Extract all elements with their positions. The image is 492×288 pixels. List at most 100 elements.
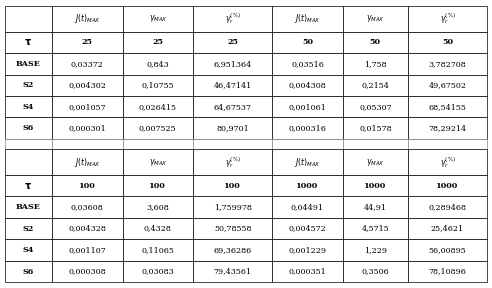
Text: 25: 25 [153, 38, 163, 46]
Text: $\mathit{J}(\mathit{t})_{\mathit{MAX}}$: $\mathit{J}(\mathit{t})_{\mathit{MAX}}$ [294, 12, 321, 25]
Bar [408, 196, 487, 218]
Text: 0,11065: 0,11065 [141, 246, 174, 254]
Bar [343, 261, 408, 282]
Text: 3,782708: 3,782708 [429, 60, 466, 68]
Text: 1,229: 1,229 [364, 246, 387, 254]
Bar [343, 118, 408, 139]
Text: BASE: BASE [16, 203, 41, 211]
Text: 100: 100 [224, 182, 241, 190]
Bar [272, 139, 343, 149]
Text: $\mathit{\gamma}_{\mathit{MAX}}$: $\mathit{\gamma}_{\mathit{MAX}}$ [366, 157, 385, 168]
Text: $\mathit{J}(\mathit{t})_{\mathit{MAX}}$: $\mathit{J}(\mathit{t})_{\mathit{MAX}}$ [294, 156, 321, 168]
Bar [193, 32, 272, 53]
Text: 50: 50 [302, 38, 313, 46]
Text: S6: S6 [23, 124, 34, 132]
Text: 3,608: 3,608 [147, 203, 169, 211]
Text: 0,10755: 0,10755 [142, 81, 174, 89]
Text: 50: 50 [442, 38, 453, 46]
Bar [272, 32, 343, 53]
Text: $\mathit{J}(\mathit{t})_{\mathit{MAX}}$: $\mathit{J}(\mathit{t})_{\mathit{MAX}}$ [74, 156, 100, 168]
Text: 68,54155: 68,54155 [429, 103, 466, 111]
Bar [5, 32, 52, 53]
Text: 0,4328: 0,4328 [144, 225, 172, 233]
Bar [193, 218, 272, 239]
Bar [123, 75, 193, 96]
Bar [408, 6, 487, 32]
Text: BASE: BASE [16, 60, 41, 68]
Bar [123, 175, 193, 196]
Text: 56,00895: 56,00895 [429, 246, 466, 254]
Bar [52, 239, 123, 261]
Bar [123, 218, 193, 239]
Text: 0,004308: 0,004308 [289, 81, 326, 89]
Bar [5, 218, 52, 239]
Bar [408, 218, 487, 239]
Text: 0,000316: 0,000316 [288, 124, 326, 132]
Bar [272, 149, 343, 175]
Text: 0,2154: 0,2154 [362, 81, 389, 89]
Bar [272, 239, 343, 261]
Text: $\mathit{\gamma}_{\mathit{MAX}}$: $\mathit{\gamma}_{\mathit{MAX}}$ [149, 13, 167, 24]
Text: 78,29214: 78,29214 [429, 124, 466, 132]
Text: 50: 50 [370, 38, 381, 46]
Text: 80,9701: 80,9701 [216, 124, 249, 132]
Bar [408, 53, 487, 75]
Text: $\mathit{\gamma}_{\mathit{MAX}}$: $\mathit{\gamma}_{\mathit{MAX}}$ [149, 157, 167, 168]
Bar [193, 196, 272, 218]
Text: 1000: 1000 [296, 182, 319, 190]
Text: 0,007525: 0,007525 [139, 124, 177, 132]
Text: 50,78558: 50,78558 [214, 225, 251, 233]
Bar [272, 175, 343, 196]
Bar [5, 118, 52, 139]
Bar [272, 75, 343, 96]
Bar [5, 75, 52, 96]
Bar [408, 32, 487, 53]
Bar [193, 96, 272, 118]
Bar [5, 239, 52, 261]
Bar [123, 196, 193, 218]
Bar [123, 239, 193, 261]
Bar [343, 32, 408, 53]
Bar [123, 118, 193, 139]
Bar [52, 175, 123, 196]
Bar [193, 75, 272, 96]
Text: 0,001061: 0,001061 [288, 103, 326, 111]
Bar [272, 118, 343, 139]
Text: S2: S2 [23, 81, 34, 89]
Text: $\mathit{\gamma}_{\mathit{r}}^{(\%)}$: $\mathit{\gamma}_{\mathit{r}}^{(\%)}$ [440, 155, 456, 170]
Text: S4: S4 [23, 103, 34, 111]
Text: 0,04491: 0,04491 [291, 203, 324, 211]
Bar [5, 6, 52, 32]
Text: 100: 100 [150, 182, 166, 190]
Bar [52, 149, 123, 175]
Bar [52, 53, 123, 75]
Bar [52, 118, 123, 139]
Text: 0,3506: 0,3506 [362, 268, 389, 276]
Text: 0,001229: 0,001229 [288, 246, 327, 254]
Bar [52, 261, 123, 282]
Text: 78,10896: 78,10896 [429, 268, 466, 276]
Bar [52, 6, 123, 32]
Text: 0,026415: 0,026415 [139, 103, 177, 111]
Bar [5, 96, 52, 118]
Bar [52, 75, 123, 96]
Bar [272, 53, 343, 75]
Text: S6: S6 [23, 268, 34, 276]
Text: 0,001107: 0,001107 [68, 246, 106, 254]
Bar [343, 175, 408, 196]
Text: 4,5715: 4,5715 [362, 225, 389, 233]
Bar [408, 239, 487, 261]
Text: 79,43561: 79,43561 [214, 268, 252, 276]
Text: S4: S4 [23, 246, 34, 254]
Bar [52, 32, 123, 53]
Text: 0,000351: 0,000351 [289, 268, 326, 276]
Bar [193, 261, 272, 282]
Bar [193, 6, 272, 32]
Bar [123, 6, 193, 32]
Bar [193, 239, 272, 261]
Bar [5, 149, 52, 175]
Bar [193, 53, 272, 75]
Bar [272, 196, 343, 218]
Text: 0,843: 0,843 [147, 60, 169, 68]
Bar [343, 139, 408, 149]
